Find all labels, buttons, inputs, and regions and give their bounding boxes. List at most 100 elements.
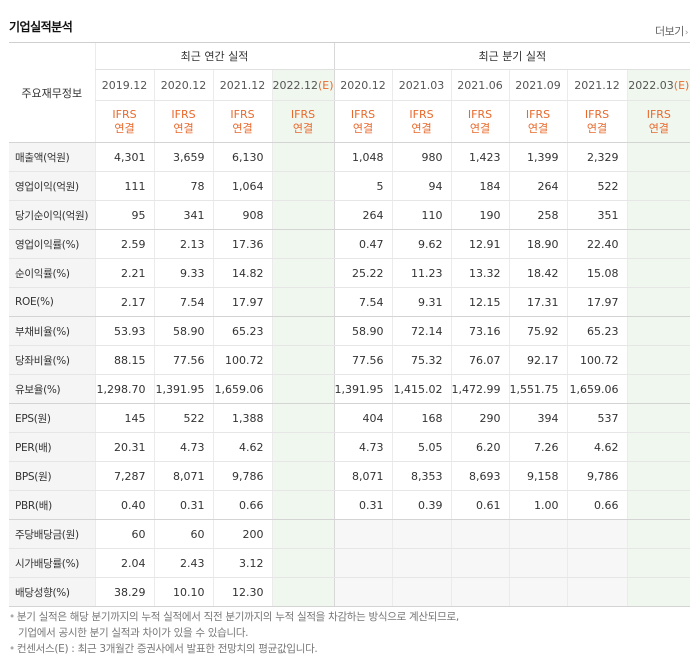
table-row: 주당배당금(원) 60 60 200	[9, 519, 691, 549]
table-cell: 5	[333, 171, 393, 201]
period-header: 2022.12(E)	[271, 69, 335, 101]
table-cell: 60	[94, 519, 154, 549]
table-cell: 0.47	[333, 229, 393, 259]
table-cell	[333, 577, 393, 607]
table-cell: 94	[391, 171, 452, 201]
ifrs-header: IFRS 연결	[333, 100, 393, 143]
ifrs-header: IFRS 연결	[212, 100, 272, 143]
table-cell: 8,071	[153, 461, 213, 491]
table-cell: 184	[450, 171, 510, 201]
table-cell: 58.90	[153, 316, 213, 346]
table-cell: 1,391.95	[153, 374, 213, 404]
table-cell: 95	[94, 200, 154, 230]
table-cell: 7.54	[333, 287, 393, 317]
footnotes: • 분기 실적은 해당 분기까지의 누적 실적에서 직전 분기까지의 누적 실적을…	[9, 609, 459, 657]
consolidated-label: 연결	[469, 121, 491, 135]
table-cell: 0.66	[566, 490, 628, 520]
table-cell	[391, 577, 452, 607]
consolidated-label: 연결	[352, 121, 374, 135]
table-cell: 0.61	[450, 490, 510, 520]
table-cell	[271, 461, 335, 491]
table-cell: 38.29	[94, 577, 154, 607]
ifrs-label: IFRS	[409, 107, 434, 121]
table-cell: 522	[153, 403, 213, 433]
table-cell: 908	[212, 200, 272, 230]
estimate-mark: (E)	[673, 78, 690, 92]
table-cell: 2.17	[94, 287, 154, 317]
consolidated-label: 연결	[411, 121, 432, 135]
table-cell: 88.15	[94, 345, 154, 375]
row-label: ROE(%)	[9, 287, 95, 317]
table-cell: 22.40	[566, 229, 628, 259]
more-label: 더보기	[655, 25, 684, 38]
table-cell	[271, 490, 335, 520]
table-cell: 2.21	[94, 258, 154, 288]
table-cell: 5.05	[391, 432, 452, 462]
table-cell	[626, 374, 691, 404]
table-cell: 110	[391, 200, 452, 230]
table-cell: 65.23	[566, 316, 628, 346]
table-cell	[626, 519, 691, 549]
ifrs-label: IFRS	[230, 107, 255, 121]
consolidated-label: 연결	[232, 121, 253, 135]
row-label: 영업이익률(%)	[9, 229, 95, 259]
table-cell: 3,659	[153, 142, 213, 172]
more-link[interactable]: 더보기›	[655, 23, 689, 39]
table-cell: 290	[450, 403, 510, 433]
table-cell: 1,659.06	[566, 374, 628, 404]
table-cell	[626, 171, 691, 201]
table-cell	[450, 548, 510, 578]
table-cell: 60	[153, 519, 213, 549]
table-cell: 9,158	[508, 461, 568, 491]
table-cell	[391, 519, 452, 549]
ifrs-header: IFRS 연결	[626, 100, 691, 143]
table-cell: 4.73	[153, 432, 213, 462]
bullet-icon: •	[9, 611, 15, 623]
period-header: 2020.12	[153, 69, 213, 101]
row-label: 당기순이익(억원)	[9, 200, 95, 230]
ifrs-label: IFRS	[525, 107, 551, 121]
consolidated-label: 연결	[586, 121, 608, 135]
table-cell: 537	[566, 403, 628, 433]
table-cell: 2.13	[153, 229, 213, 259]
table-cell: 404	[333, 403, 393, 433]
table-cell: 1.00	[508, 490, 568, 520]
table-row: 영업이익률(%) 2.59 2.13 17.36 0.47 9.62 12.91 18.90 2…	[9, 229, 691, 259]
ifrs-label: IFRS	[112, 107, 137, 121]
row-label: 배당성향(%)	[9, 577, 95, 607]
table-cell: 65.23	[212, 316, 272, 346]
financial-table: 주요재무정보 최근 연간 실적 최근 분기 실적 2019.12 2020.12 2…	[9, 42, 691, 607]
footnote-2: • 컨센서스(E) : 최근 3개월간 증권사에서 발표한 전망치의 평균값입니다…	[9, 643, 318, 655]
table-cell: 6.20	[450, 432, 510, 462]
annual-group-header: 최근 연간 실적	[94, 42, 335, 70]
ifrs-header: IFRS 연결	[391, 100, 452, 143]
table-cell: 190	[450, 200, 510, 230]
table-cell: 12.15	[450, 287, 510, 317]
table-cell: 2.04	[94, 548, 154, 578]
table-cell: 73.16	[450, 316, 510, 346]
ifrs-header: IFRS 연결	[153, 100, 213, 143]
table-cell: 15.08	[566, 258, 628, 288]
table-cell: 1,472.99	[450, 374, 510, 404]
table-cell	[271, 403, 335, 433]
table-cell	[508, 519, 568, 549]
table-cell: 1,298.70	[94, 374, 154, 404]
table-cell	[566, 577, 628, 607]
table-cell: 100.72	[566, 345, 628, 375]
table-cell: 1,659.06	[212, 374, 272, 404]
table-cell: 1,391.95	[333, 374, 393, 404]
table-cell: 264	[508, 171, 568, 201]
table-cell: 522	[566, 171, 628, 201]
table-cell: 13.32	[450, 258, 510, 288]
ifrs-label: IFRS	[350, 107, 376, 121]
table-cell: 0.39	[391, 490, 452, 520]
table-row: PBR(배) 0.40 0.31 0.66 0.31 0.39 0.61 1.00 0.66	[9, 490, 691, 520]
section-title: 기업실적분석	[9, 20, 73, 34]
table-row: 순이익률(%) 2.21 9.33 14.82 25.22 11.23 13.32 18.42…	[9, 258, 691, 288]
table-cell: 1,551.75	[508, 374, 568, 404]
table-row: 시가배당률(%) 2.04 2.43 3.12	[9, 548, 691, 578]
table-cell: 75.92	[508, 316, 568, 346]
table-cell: 258	[508, 200, 568, 230]
table-row: 부채비율(%) 53.93 58.90 65.23 58.90 72.14 73.16 75.…	[9, 316, 691, 346]
table-cell	[271, 142, 335, 172]
